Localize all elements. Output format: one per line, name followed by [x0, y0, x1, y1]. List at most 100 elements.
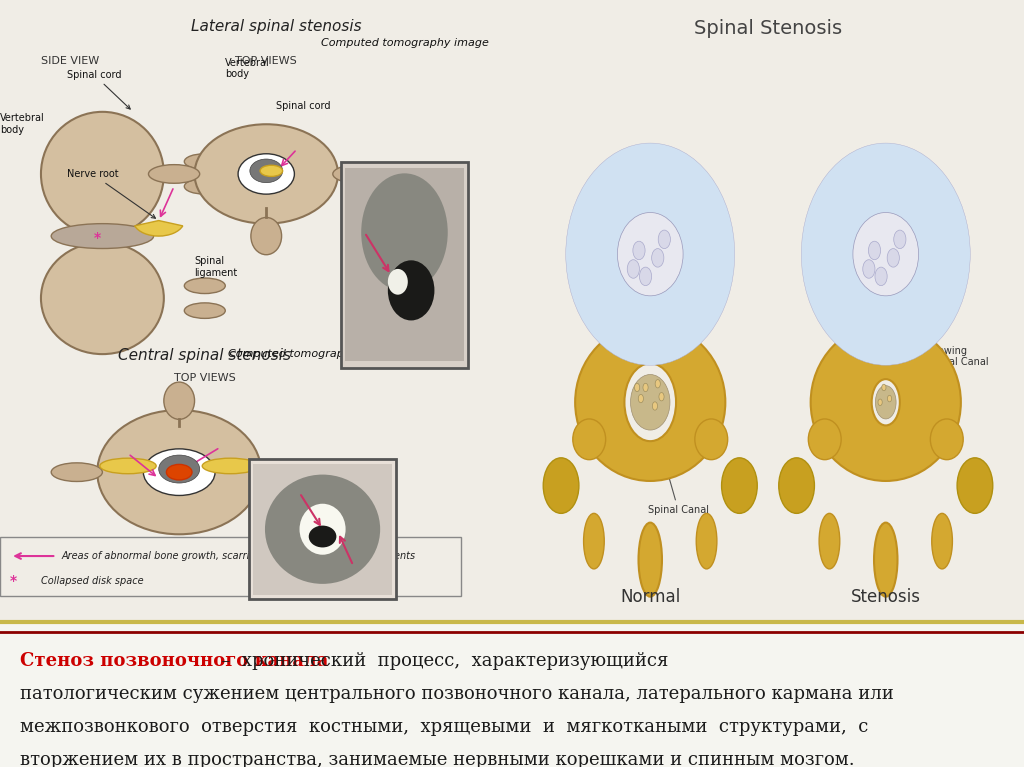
Ellipse shape: [625, 364, 676, 441]
Text: Normal: Normal: [621, 588, 680, 606]
Wedge shape: [135, 221, 182, 236]
Ellipse shape: [633, 241, 645, 260]
Text: межпозвонкового  отверстия  костными,  хрящевыми  и  мягкоткаными  структурами, : межпозвонкового отверстия костными, хрящ…: [20, 718, 868, 736]
Ellipse shape: [388, 260, 434, 321]
Ellipse shape: [876, 240, 896, 268]
Ellipse shape: [844, 199, 928, 310]
Ellipse shape: [184, 303, 225, 318]
Ellipse shape: [41, 112, 164, 236]
FancyBboxPatch shape: [0, 0, 1024, 621]
Ellipse shape: [575, 324, 725, 481]
Ellipse shape: [577, 157, 724, 351]
Ellipse shape: [265, 475, 380, 584]
Ellipse shape: [871, 379, 900, 426]
Ellipse shape: [159, 455, 200, 483]
Text: Стеноз позвоночного канала: Стеноз позвоночного канала: [20, 652, 329, 670]
Ellipse shape: [931, 419, 964, 459]
Ellipse shape: [874, 267, 887, 285]
Ellipse shape: [778, 458, 814, 513]
Ellipse shape: [250, 159, 283, 183]
Ellipse shape: [597, 185, 703, 324]
Ellipse shape: [41, 242, 164, 354]
Text: TOP VIEWS: TOP VIEWS: [174, 373, 236, 383]
Ellipse shape: [618, 212, 682, 296]
Ellipse shape: [333, 165, 384, 183]
Ellipse shape: [544, 458, 579, 513]
Text: –  хронический  процесс,  характеризующийся: – хронический процесс, характеризующийся: [210, 652, 669, 670]
Ellipse shape: [572, 419, 605, 459]
Ellipse shape: [652, 402, 657, 410]
Text: Vertebral
body: Vertebral body: [225, 58, 270, 79]
Text: Lateral spinal stenosis: Lateral spinal stenosis: [191, 18, 361, 34]
Text: Spinal Stenosis: Spinal Stenosis: [694, 18, 842, 38]
Ellipse shape: [894, 230, 906, 249]
Ellipse shape: [99, 458, 156, 474]
Text: *: *: [10, 574, 23, 588]
Ellipse shape: [887, 249, 899, 267]
Ellipse shape: [587, 171, 714, 337]
Ellipse shape: [651, 249, 664, 267]
Ellipse shape: [565, 143, 735, 365]
Ellipse shape: [932, 513, 952, 569]
Ellipse shape: [639, 522, 662, 597]
Text: Narrowing
of the Spinal Canal: Narrowing of the Spinal Canal: [896, 346, 988, 399]
Text: SIDE VIEW: SIDE VIEW: [41, 56, 99, 66]
Ellipse shape: [238, 153, 295, 194]
Ellipse shape: [854, 212, 918, 296]
Ellipse shape: [722, 458, 757, 513]
Ellipse shape: [655, 380, 660, 388]
Ellipse shape: [309, 525, 336, 548]
Text: Collapsed disk space: Collapsed disk space: [41, 576, 143, 586]
Ellipse shape: [143, 449, 215, 495]
Text: Stenosis: Stenosis: [851, 588, 921, 606]
Text: Central spinal stenosis: Central spinal stenosis: [119, 348, 291, 363]
Ellipse shape: [643, 384, 648, 392]
Ellipse shape: [853, 212, 919, 296]
Ellipse shape: [97, 410, 261, 535]
Text: патологическим сужением центрального позвоночного канала, латерального кармана и: патологическим сужением центрального поз…: [20, 685, 894, 703]
Ellipse shape: [696, 513, 717, 569]
Ellipse shape: [166, 464, 193, 480]
Text: C. Lynm: C. Lynm: [349, 508, 388, 518]
Ellipse shape: [819, 513, 840, 569]
Text: Spinal cord: Spinal cord: [67, 70, 130, 109]
Text: Spinal
ligament: Spinal ligament: [195, 256, 238, 278]
Text: Areas of abnormal bone growth, scarring and inflammation of ligaments: Areas of abnormal bone growth, scarring …: [61, 551, 416, 561]
Ellipse shape: [658, 393, 665, 401]
Ellipse shape: [260, 165, 283, 176]
Text: Nerve root: Nerve root: [67, 169, 156, 219]
Text: Spinal cord: Spinal cord: [276, 100, 331, 110]
Ellipse shape: [639, 267, 651, 285]
Ellipse shape: [868, 241, 881, 260]
Text: Spinal Canal: Spinal Canal: [648, 416, 709, 515]
Ellipse shape: [874, 522, 897, 597]
Text: *: *: [94, 231, 100, 245]
Ellipse shape: [640, 240, 660, 268]
Ellipse shape: [184, 179, 225, 194]
Ellipse shape: [833, 185, 939, 324]
Ellipse shape: [808, 419, 841, 459]
Ellipse shape: [202, 458, 258, 474]
Ellipse shape: [864, 226, 907, 282]
Ellipse shape: [388, 269, 408, 295]
Ellipse shape: [957, 458, 992, 513]
Ellipse shape: [822, 171, 949, 337]
Ellipse shape: [888, 395, 892, 402]
Ellipse shape: [629, 226, 672, 282]
Text: Computed tomography image: Computed tomography image: [321, 38, 488, 48]
Ellipse shape: [876, 386, 896, 419]
Ellipse shape: [631, 374, 670, 430]
Ellipse shape: [184, 153, 225, 170]
Ellipse shape: [882, 384, 886, 390]
Ellipse shape: [195, 124, 338, 224]
Ellipse shape: [584, 513, 604, 569]
Ellipse shape: [361, 173, 447, 291]
Ellipse shape: [299, 504, 346, 555]
Ellipse shape: [801, 143, 971, 365]
Ellipse shape: [51, 463, 102, 482]
Ellipse shape: [863, 260, 874, 278]
Ellipse shape: [51, 224, 154, 249]
Ellipse shape: [256, 463, 307, 482]
Ellipse shape: [878, 399, 883, 406]
Ellipse shape: [695, 419, 728, 459]
